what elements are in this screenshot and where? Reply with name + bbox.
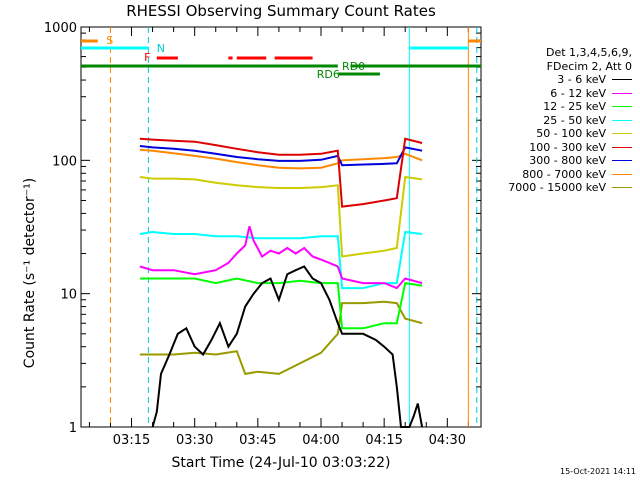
legend-item: 300 - 800 keV [472, 154, 632, 168]
legend-item-label: 7000 - 15000 keV [508, 181, 606, 194]
legend-header-detectors: Det 1,3,4,5,6,9, [545, 46, 632, 59]
legend: Det 1,3,4,5,6,9, FDecim 2, Att 0 3 - 6 k… [472, 46, 632, 195]
legend-item: 50 - 100 keV [472, 127, 632, 141]
legend-swatch [612, 173, 632, 175]
legend-swatch [612, 79, 632, 81]
legend-item: 7000 - 15000 keV [472, 181, 632, 195]
legend-swatch [612, 119, 632, 121]
legend-swatch [612, 133, 632, 135]
x-axis-label: Start Time (24-Jul-10 03:03:22) [171, 455, 390, 471]
legend-header-decimation: FDecim 2, Att 0 [546, 59, 632, 73]
x-tick-label: 04:00 [302, 433, 339, 448]
legend-swatch [612, 146, 632, 148]
x-tick-label: 03:15 [113, 433, 150, 448]
flag-label-n: N [157, 42, 165, 55]
x-tick-label: 03:30 [176, 433, 213, 448]
legend-item-label: 3 - 6 keV [557, 73, 606, 86]
y-tick-label: 100 [52, 154, 77, 169]
legend-item: 25 - 50 keV [472, 114, 632, 128]
x-tick-label: 03:45 [239, 433, 276, 448]
legend-item: 100 - 300 keV [472, 141, 632, 155]
series-line-50-100-kev [139, 175, 423, 258]
legend-item: 3 - 6 keV [472, 73, 632, 87]
legend-item: 12 - 25 keV [472, 100, 632, 114]
chart-title: RHESSI Observing Summary Count Rates [126, 2, 436, 20]
y-axis-label: Count Rate (s⁻¹ detector⁻¹) [22, 178, 38, 368]
legend-item-label: 6 - 12 keV [550, 86, 606, 100]
legend-swatch [612, 160, 632, 162]
series-line-12-25-kev [139, 277, 423, 330]
legend-item-label: 25 - 50 keV [543, 113, 606, 127]
legend-item-label: 12 - 25 keV [543, 100, 606, 113]
series-line-25-50-kev [139, 230, 423, 290]
series-line-6-12-kev [139, 226, 423, 290]
series-line-7000-15000-kev [139, 300, 423, 376]
legend-item: 6 - 12 keV [472, 87, 632, 101]
legend-swatch [612, 106, 632, 108]
plot-frame [80, 26, 482, 428]
generation-timestamp: 15-Oct-2021 14:11 [560, 467, 636, 476]
legend-item-label: 100 - 300 keV [529, 140, 606, 154]
legend-swatch [612, 187, 632, 189]
series-line-800-7000-kev [139, 148, 423, 170]
series-line-100-300-kev [139, 137, 423, 208]
legend-swatch [612, 92, 632, 94]
legend-item-label: 800 - 7000 keV [522, 167, 606, 181]
legend-item: 800 - 7000 keV [472, 168, 632, 182]
flag-label-rd0: RD0 [342, 60, 365, 73]
legend-item-label: 50 - 100 keV [536, 127, 606, 140]
legend-item-label: 300 - 800 keV [529, 154, 606, 167]
y-tick-label: 1000 [44, 21, 77, 36]
flag-label-f: F [144, 51, 150, 64]
series-line-3-6-kev [151, 265, 424, 428]
y-tick-label: 10 [60, 288, 77, 303]
flag-label-rd6: RD6 [317, 68, 340, 81]
y-tick-label: 1 [69, 421, 77, 436]
x-tick-label: 04:30 [429, 433, 466, 448]
x-tick-label: 04:15 [365, 433, 402, 448]
flag-label-s: S [106, 34, 113, 47]
series-line-300-800-kev [139, 145, 423, 167]
